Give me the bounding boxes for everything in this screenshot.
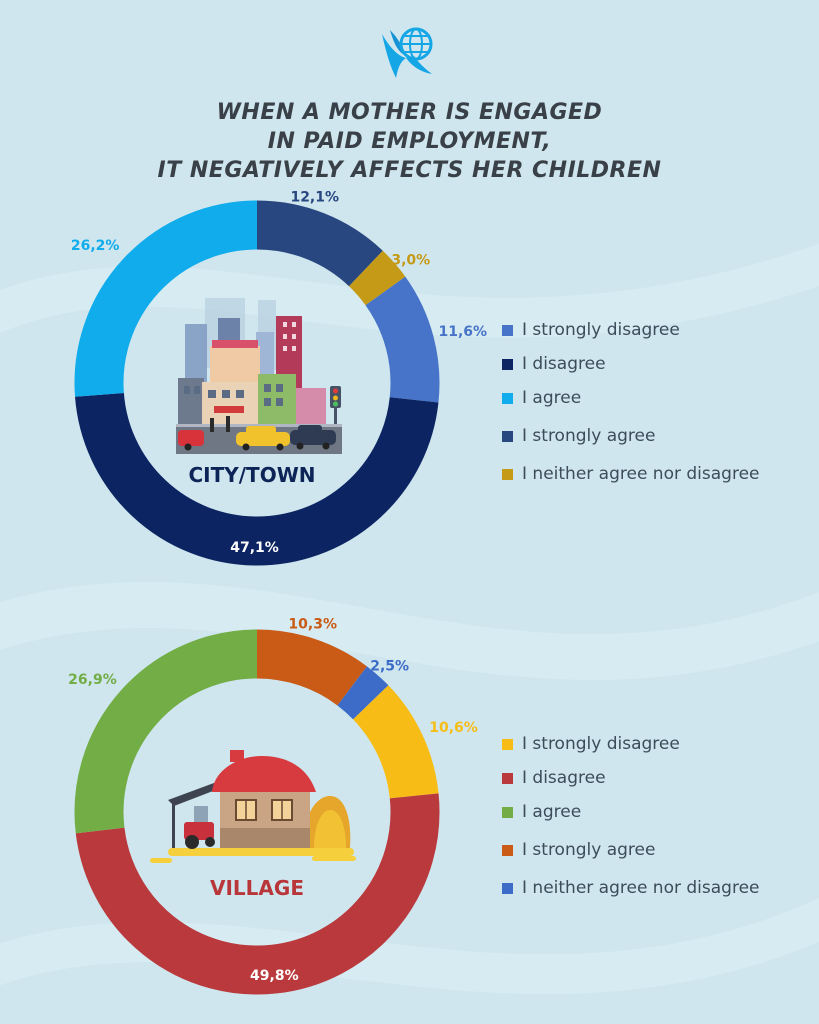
slice-value-label: 47,1%: [230, 540, 279, 556]
city-center-label: CITY/TOWN: [189, 463, 316, 487]
donut-slice: [365, 276, 440, 403]
donut-slice: [348, 250, 406, 306]
legend-label: I disagree: [522, 354, 606, 374]
legend-swatch: [502, 882, 513, 894]
legend-item: I agree: [502, 795, 760, 829]
slice-value-label: 26,9%: [68, 672, 117, 688]
city-legend: I strongly disagree I disagree I agree I…: [502, 313, 760, 491]
village-donut-chart: VILLAGE 10,3% 2,5% 10,6% 49,8% 26,9%: [68, 617, 478, 995]
donut-slice: [74, 629, 258, 834]
legend-item: I disagree: [502, 347, 760, 381]
legend-item: I strongly agree: [502, 833, 760, 867]
chart-title: WHEN A MOTHER IS ENGAGED IN PAID EMPLOYM…: [0, 98, 819, 185]
legend-swatch: [502, 430, 513, 442]
slice-value-label: 10,6%: [429, 720, 478, 736]
legend-label: I strongly disagree: [522, 734, 680, 754]
city-illustration-icon: [176, 298, 342, 454]
donut-slice: [256, 200, 383, 287]
legend-swatch: [502, 358, 513, 370]
slice-value-label: 11,6%: [439, 324, 488, 340]
slice-value-label: 12,1%: [290, 190, 339, 205]
legend-swatch: [502, 738, 513, 750]
legend-label: I agree: [522, 388, 582, 408]
slice-value-label: 3,0%: [391, 253, 430, 269]
slice-value-label: 26,2%: [71, 238, 120, 254]
village-legend: I strongly disagree I disagree I agree I…: [502, 727, 760, 905]
legend-item: I strongly disagree: [502, 313, 760, 347]
donut-slice: [337, 666, 389, 720]
legend-label: I strongly agree: [522, 840, 656, 860]
legend-item: I neither agree nor disagree: [502, 457, 760, 491]
legend-swatch: [502, 324, 513, 336]
slice-value-label: 2,5%: [370, 658, 409, 674]
title-line-2: IN PAID EMPLOYMENT,: [267, 129, 552, 154]
legend-swatch: [502, 806, 513, 818]
legend-label: I agree: [522, 802, 582, 822]
legend-label: I strongly agree: [522, 426, 656, 446]
globe-eagle-icon: [382, 27, 433, 78]
legend-item: I strongly agree: [502, 419, 760, 453]
legend-swatch: [502, 468, 513, 480]
legend-item: I agree: [502, 381, 760, 415]
village-illustration-icon: [150, 750, 356, 863]
donut-slice: [75, 793, 440, 995]
slice-value-label: 10,3%: [288, 617, 337, 633]
donut-slice: [256, 629, 367, 706]
legend-swatch: [502, 772, 513, 784]
legend-swatch: [502, 392, 513, 404]
title-line-1: WHEN A MOTHER IS ENGAGED: [216, 100, 603, 125]
legend-item: I disagree: [502, 761, 760, 795]
donut-slice: [352, 685, 439, 800]
donut-slice: [75, 392, 439, 566]
village-center-label: VILLAGE: [210, 876, 304, 900]
donut-slice: [74, 200, 258, 397]
city-donut-chart: CITY/TOWN 12,1% 3,0% 11,6% 47,1% 26,2%: [71, 190, 488, 566]
legend-item: I strongly disagree: [502, 727, 760, 761]
legend-label: I neither agree nor disagree: [522, 878, 760, 898]
title-line-3: IT NEGATIVELY AFFECTS HER CHILDREN: [157, 158, 662, 183]
legend-label: I neither agree nor disagree: [522, 464, 760, 484]
legend-label: I strongly disagree: [522, 320, 680, 340]
legend-swatch: [502, 844, 513, 856]
legend-label: I disagree: [522, 768, 606, 788]
legend-item: I neither agree nor disagree: [502, 871, 760, 905]
slice-value-label: 49,8%: [250, 968, 299, 984]
